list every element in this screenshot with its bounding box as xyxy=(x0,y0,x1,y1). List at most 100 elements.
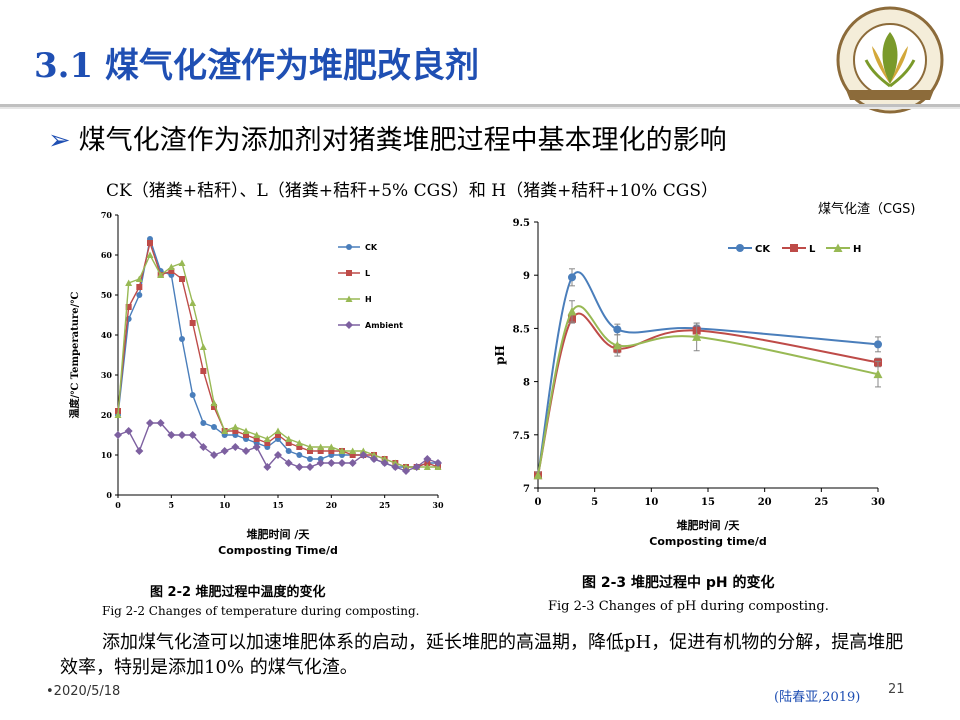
legend-marker-ck xyxy=(346,244,352,250)
legend-label-l: L xyxy=(809,244,816,255)
data-point-ambient xyxy=(295,463,304,471)
data-point-ck xyxy=(307,456,313,462)
x-axis-label: 堆肥时间 /天 xyxy=(247,527,311,541)
bullet-arrow-icon: ➢ xyxy=(48,125,71,156)
y-axis-label: 温度/℃ Temperature/℃ xyxy=(68,292,81,419)
data-point-l xyxy=(285,440,292,446)
y-tick-label: 10 xyxy=(101,450,113,460)
data-point-l xyxy=(349,452,356,458)
data-point-ambient xyxy=(188,431,197,439)
x-tick-label: 10 xyxy=(644,497,658,508)
data-point-h xyxy=(125,279,133,286)
data-point-h xyxy=(423,463,431,470)
data-point-h xyxy=(327,443,335,450)
data-point-h xyxy=(146,251,154,258)
data-point-h xyxy=(402,463,410,470)
data-point-h xyxy=(157,271,165,278)
data-point-l xyxy=(232,428,239,434)
data-point-h xyxy=(199,343,207,350)
ph-chart: 7 7.5 8 8.5 9 9.5 0 5 10 15 20 25 30 CK L HpH 堆肥时间 /天 Com… xyxy=(493,218,885,548)
ph-figure-caption-cn: 图 2-3 堆肥过程中 pH 的变化 xyxy=(582,575,775,591)
data-point-ambient xyxy=(274,451,282,459)
y-tick-label: 7.5 xyxy=(513,431,530,442)
legend-label-ambient: Ambient xyxy=(365,321,403,330)
x-tick-label: 20 xyxy=(326,500,338,510)
data-point-ambient xyxy=(124,427,133,435)
y-tick-label: 50 xyxy=(101,290,113,300)
y-tick-label: 20 xyxy=(101,410,113,420)
x-tick-label: 5 xyxy=(169,500,175,510)
legend-marker-l xyxy=(790,244,798,252)
data-point-h xyxy=(253,431,261,438)
bullet-text: 煤气化渣作为添加剂对猪粪堆肥过程中基本理化的影响 xyxy=(78,125,727,156)
legend-label-h: H xyxy=(365,295,372,304)
data-point-h xyxy=(178,259,186,266)
x-tick-label: 15 xyxy=(272,500,283,510)
header-rule xyxy=(0,104,960,109)
data-point-ck xyxy=(874,340,882,349)
data-point-h xyxy=(317,443,325,450)
data-point-l xyxy=(189,320,196,326)
data-point-h xyxy=(167,263,175,270)
legend-marker-ck xyxy=(736,244,744,252)
y-tick-label: 0 xyxy=(106,490,112,500)
legend-marker-l xyxy=(346,270,352,276)
data-point-h xyxy=(349,447,357,454)
data-point-h xyxy=(231,423,239,430)
data-point-ambient xyxy=(178,431,186,439)
data-point-ck xyxy=(285,448,292,454)
data-point-h xyxy=(338,447,346,454)
data-point-ambient xyxy=(242,447,250,455)
footer-date: •2020/5/18 xyxy=(46,684,121,699)
data-point-ambient xyxy=(146,419,154,427)
x-tick-label: 25 xyxy=(814,497,828,508)
data-point-h xyxy=(189,299,197,306)
x-tick-label: 0 xyxy=(115,500,121,510)
conclusion-paragraph: 添加煤气化渣可以加速堆肥体系的启动，延长堆肥的高温期，降低pH，促进有机物的分解… xyxy=(60,632,904,678)
temperature-chart: 0 10 20 30 40 50 60 70 0 5 10 15 20 25 30 CK L H Ambient 温度… xyxy=(68,210,444,557)
y-tick-label: 8 xyxy=(523,378,530,389)
data-point-ambient xyxy=(412,463,421,471)
x-axis-label-en: Composting time/d xyxy=(649,535,766,548)
treatments-description: CK（猪粪+秸秆）、L（猪粪+秸秆+5% CGS）和 H（猪粪+秸秆+10% C… xyxy=(106,181,718,201)
data-point-h xyxy=(533,470,543,480)
data-point-ambient xyxy=(391,463,400,471)
data-point-l xyxy=(243,432,249,438)
data-point-ck xyxy=(613,325,622,334)
data-point-ambient xyxy=(156,419,165,427)
data-point-l xyxy=(168,268,175,274)
legend-label-ck: CK xyxy=(365,243,378,252)
data-point-ambient xyxy=(316,459,325,467)
data-point-l xyxy=(253,436,260,442)
data-point-ck xyxy=(568,273,576,282)
data-point-ambient xyxy=(402,467,410,475)
y-tick-label: 8.5 xyxy=(513,324,530,335)
y-tick-label: 40 xyxy=(101,330,113,340)
data-point-ck xyxy=(179,336,185,342)
page-title: 3.1 煤气化渣作为堆肥改良剂 xyxy=(34,46,479,86)
legend-label-l: L xyxy=(365,269,370,278)
data-point-ambient xyxy=(380,459,389,467)
data-point-h xyxy=(873,369,883,379)
x-tick-label: 5 xyxy=(591,497,598,508)
data-point-h xyxy=(263,435,271,442)
data-point-h xyxy=(306,443,314,450)
x-tick-label: 30 xyxy=(871,497,885,508)
data-point-l xyxy=(307,448,313,454)
data-point-h xyxy=(135,275,143,282)
x-tick-label: 0 xyxy=(535,497,542,508)
y-tick-label: 70 xyxy=(101,210,113,220)
data-point-ambient xyxy=(370,455,378,463)
data-point-l xyxy=(264,440,271,446)
legend-marker-h xyxy=(833,243,843,252)
legend-label-h: H xyxy=(853,244,861,255)
x-tick-label: 20 xyxy=(758,497,772,508)
data-point-ambient xyxy=(284,459,293,467)
ph-figure-caption-en: Fig 2-3 Changes of pH during composting. xyxy=(548,599,829,614)
legend-marker-h xyxy=(345,295,353,302)
data-point-ambient xyxy=(306,463,314,471)
cgs-label: 煤气化渣（CGS) xyxy=(818,202,916,217)
data-point-h xyxy=(285,435,293,442)
footer-citation: (陆春亚,2019) xyxy=(774,690,861,705)
data-point-l xyxy=(136,284,143,290)
